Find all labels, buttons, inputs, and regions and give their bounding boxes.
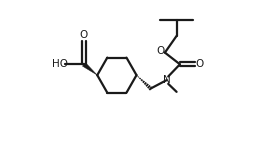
Text: O: O	[195, 59, 203, 69]
Text: O: O	[156, 46, 164, 56]
Text: O: O	[80, 30, 88, 40]
Text: N: N	[163, 75, 170, 85]
Polygon shape	[83, 62, 97, 75]
Text: HO: HO	[52, 59, 68, 69]
